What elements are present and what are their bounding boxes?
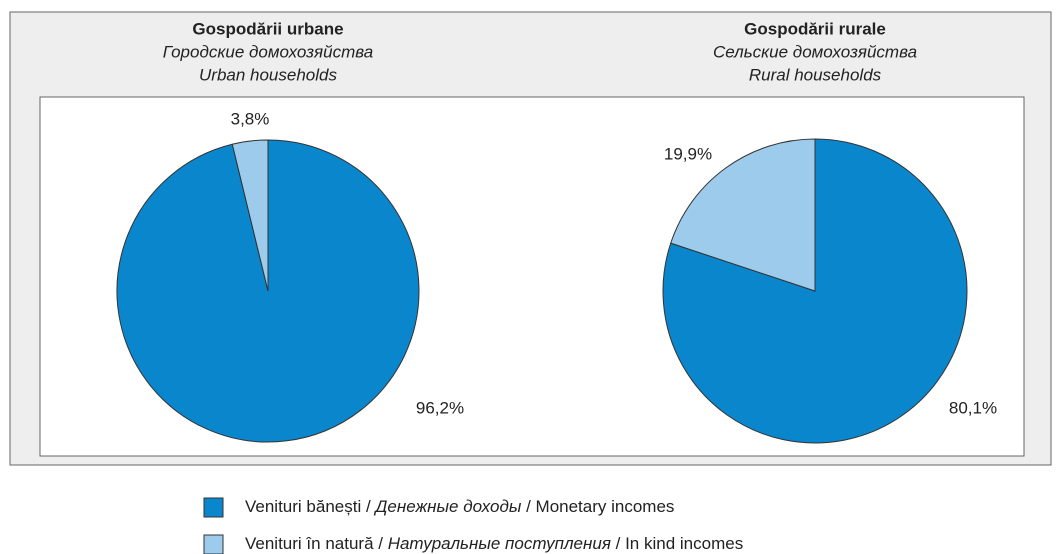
legend-label: Venituri în natură / Натуральные поступл… <box>245 534 743 553</box>
pie-slice <box>231 139 269 292</box>
chart-title: Gospodării urbane <box>192 19 343 38</box>
pie-slice <box>670 138 816 292</box>
legend-text: / In kind incomes <box>611 534 743 553</box>
legend-text: Натуральные поступления <box>388 534 611 553</box>
legend-swatch <box>203 497 224 518</box>
data-label: 19,9% <box>664 144 712 163</box>
chart-subtitle: Сельские домохозяйства <box>713 42 917 61</box>
data-label: 96,2% <box>416 398 464 417</box>
legend-text: / Monetary incomes <box>521 497 674 516</box>
legend-swatch <box>203 534 224 554</box>
legend-label: Venituri bănești / Денежные доходы / Mon… <box>245 497 674 516</box>
data-label: 80,1% <box>949 398 997 417</box>
legend-text: Venituri în natură / <box>245 534 388 553</box>
chart-subtitle: Городские домохозяйства <box>163 42 373 61</box>
legend-text: Venituri bănești / <box>245 497 375 516</box>
chart-subtitle: Urban households <box>199 65 337 84</box>
chart-subtitle: Rural households <box>749 65 882 84</box>
data-label: 3,8% <box>231 109 270 128</box>
chart-title: Gospodării rurale <box>744 19 886 38</box>
legend-text: Денежные доходы <box>373 497 521 516</box>
